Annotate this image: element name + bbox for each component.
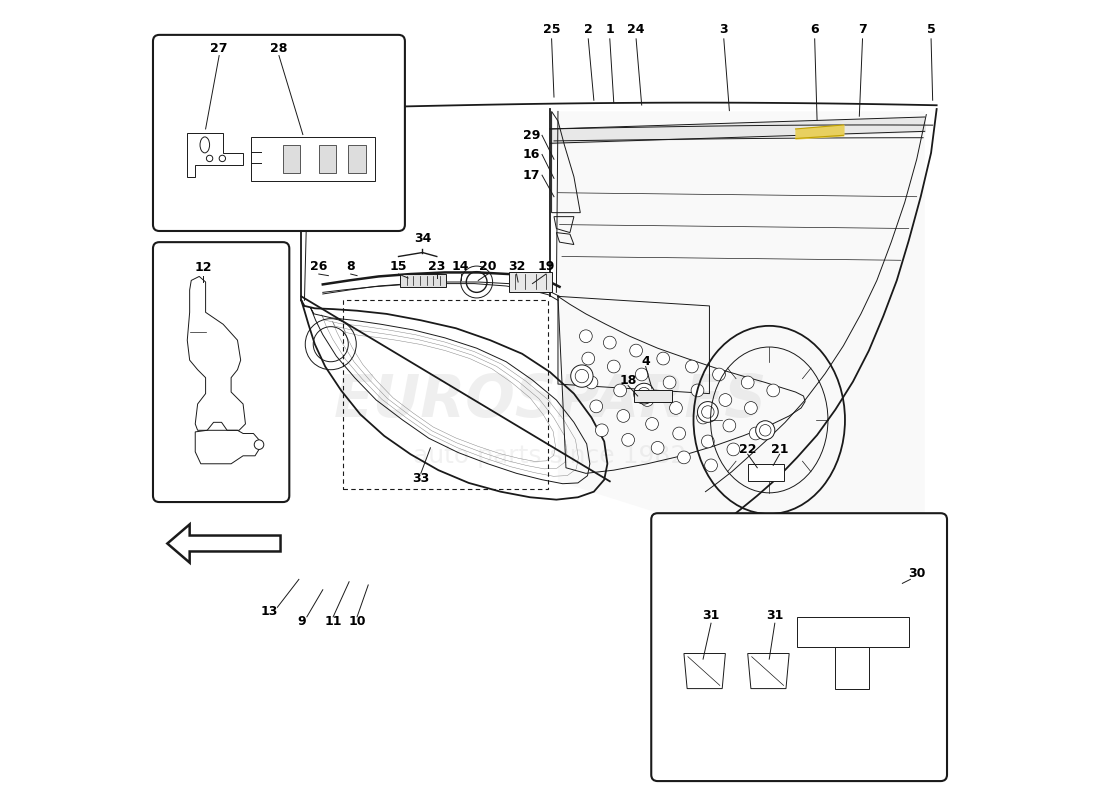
Circle shape [719,394,732,406]
Text: 33: 33 [412,472,429,485]
Text: 20: 20 [480,259,496,273]
Circle shape [595,424,608,437]
Text: 16: 16 [524,148,540,161]
Circle shape [636,368,648,381]
Circle shape [673,427,685,440]
Circle shape [727,443,739,456]
Text: 26: 26 [310,259,328,273]
Circle shape [702,435,714,448]
Circle shape [678,451,691,464]
Circle shape [696,411,710,424]
Circle shape [651,442,664,454]
Circle shape [580,330,592,342]
Circle shape [702,406,714,418]
Text: 12: 12 [195,261,212,274]
FancyBboxPatch shape [283,145,300,173]
Text: 29: 29 [524,129,540,142]
Text: 4: 4 [641,355,650,368]
Text: EUROSPARES: EUROSPARES [333,371,767,429]
Text: 15: 15 [389,259,407,273]
Polygon shape [557,111,925,529]
Text: 30: 30 [908,567,925,580]
Circle shape [582,352,595,365]
Text: 32: 32 [508,259,525,273]
Circle shape [697,402,718,422]
FancyBboxPatch shape [349,145,366,173]
Circle shape [685,360,698,373]
FancyBboxPatch shape [153,35,405,231]
Circle shape [638,387,650,400]
FancyBboxPatch shape [835,647,869,689]
FancyBboxPatch shape [508,272,552,291]
Text: 17: 17 [522,169,540,182]
Circle shape [634,383,654,404]
Circle shape [756,421,774,440]
Text: 23: 23 [428,259,446,273]
Circle shape [723,419,736,432]
Text: 25: 25 [542,22,560,36]
FancyBboxPatch shape [798,617,909,647]
Circle shape [749,427,762,440]
Circle shape [670,402,682,414]
Circle shape [745,402,757,414]
Text: 10: 10 [349,615,366,628]
Circle shape [254,440,264,450]
Polygon shape [167,524,280,562]
FancyBboxPatch shape [748,464,783,482]
Text: 34: 34 [414,231,431,245]
Text: auto parts since 1982: auto parts since 1982 [414,444,686,468]
Text: 21: 21 [771,443,789,456]
Text: 8: 8 [346,259,355,273]
Circle shape [617,410,629,422]
Text: 14: 14 [452,259,470,273]
Circle shape [646,418,659,430]
Text: 2: 2 [584,22,593,36]
Circle shape [657,352,670,365]
FancyBboxPatch shape [400,274,447,286]
Circle shape [607,360,620,373]
Text: 28: 28 [271,42,287,54]
Circle shape [575,370,589,382]
Circle shape [621,434,635,446]
Circle shape [571,365,593,387]
FancyBboxPatch shape [319,145,337,173]
FancyBboxPatch shape [251,137,375,181]
Text: 31: 31 [766,610,783,622]
Text: 24: 24 [627,22,645,36]
Circle shape [585,376,597,389]
Text: 27: 27 [210,42,228,54]
Text: 13: 13 [261,605,278,618]
Text: 9: 9 [297,615,306,628]
Circle shape [629,344,642,357]
Text: 19: 19 [537,259,554,273]
FancyBboxPatch shape [153,242,289,502]
Circle shape [590,400,603,413]
Circle shape [713,368,725,381]
Circle shape [691,384,704,397]
Text: 1: 1 [605,22,614,36]
Text: 3: 3 [719,22,728,36]
Text: 31: 31 [703,610,719,622]
Text: 7: 7 [858,22,867,36]
FancyBboxPatch shape [634,390,672,402]
Circle shape [767,384,780,397]
Text: 5: 5 [926,22,935,36]
Circle shape [614,384,627,397]
Text: 11: 11 [324,615,342,628]
Text: 18: 18 [619,374,637,387]
Circle shape [663,376,676,389]
Circle shape [705,459,717,472]
Circle shape [741,376,755,389]
Circle shape [641,394,653,406]
Text: 22: 22 [739,443,757,456]
Circle shape [604,336,616,349]
FancyBboxPatch shape [651,514,947,781]
Circle shape [759,425,771,436]
Text: 6: 6 [811,22,819,36]
